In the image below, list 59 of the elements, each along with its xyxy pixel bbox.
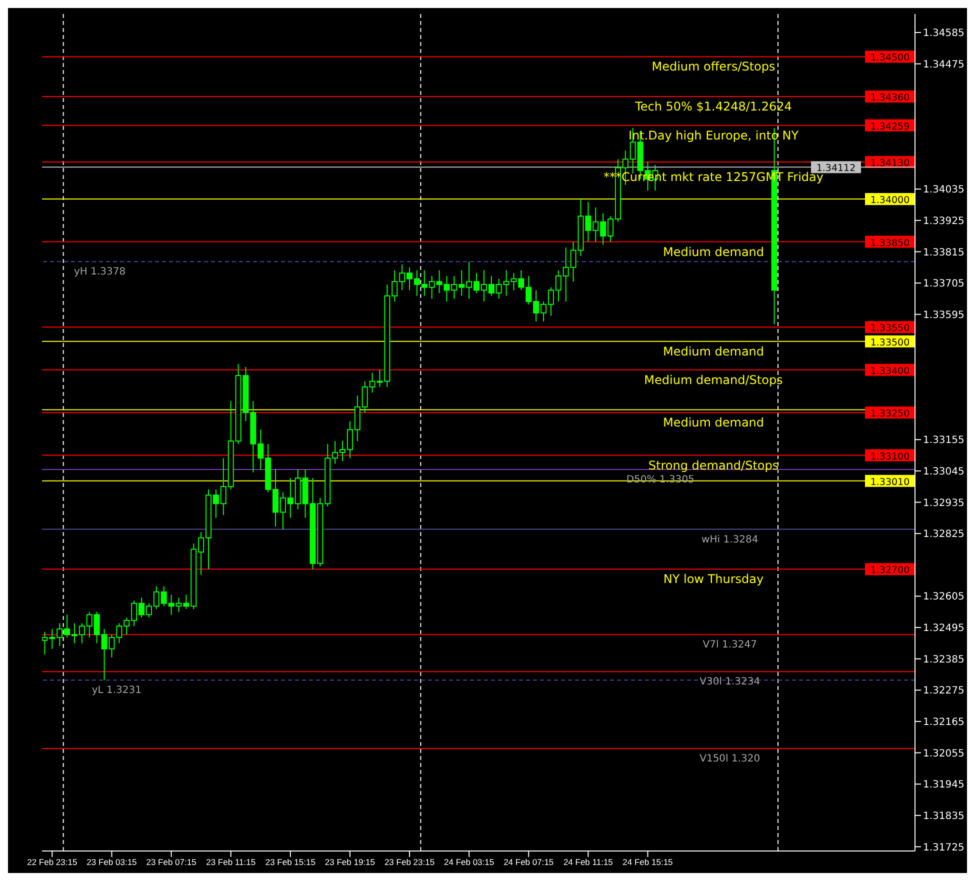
x-tick-label: 23 Feb 23:15	[384, 857, 435, 868]
annotation: NY low Thursday	[663, 572, 764, 586]
ref-line-label: 1.33100	[870, 451, 910, 462]
y-tick-label: 1.31945	[923, 780, 964, 791]
y-tick-label: 1.32935	[923, 498, 964, 509]
y-tick-label: 1.34585	[923, 28, 964, 40]
ref-line-label: 1.32700	[870, 565, 910, 576]
annotation: yL 1.3231	[92, 685, 142, 696]
x-tick-label: 24 Feb 11:15	[563, 857, 614, 868]
ref-line-label: 1.33010	[870, 476, 910, 488]
ref-line-label: 1.34000	[870, 195, 910, 206]
annotation: Medium demand	[662, 416, 764, 430]
y-tick-label: 1.33705	[923, 278, 964, 290]
y-tick-label: 1.33045	[923, 466, 964, 478]
ref-line-label: 1.34360	[870, 92, 910, 104]
annotation: Medium offers/Stops	[652, 60, 776, 74]
x-tick-label: 22 Feb 23:15	[27, 857, 78, 868]
y-tick-label: 1.32605	[923, 592, 964, 603]
annotation: V30l 1.3234	[700, 676, 760, 688]
y-tick-label: 1.32165	[923, 717, 964, 728]
y-tick-label: 1.32385	[923, 654, 964, 666]
ref-line-label: 1.34259	[870, 121, 910, 132]
ref-line-label: 1.33400	[870, 366, 910, 377]
y-tick-label: 1.33595	[923, 310, 964, 321]
annotation: wHi 1.3284	[702, 534, 758, 546]
x-tick-label: 23 Feb 03:15	[86, 857, 138, 868]
annotation: Tech 50% $1.4248/1.2624	[634, 100, 792, 114]
annotation: V7l 1.3247	[702, 640, 757, 651]
x-tick-label: 23 Feb 11:15	[206, 857, 256, 868]
x-tick-label: 23 Feb 15:15	[265, 857, 316, 868]
y-tick-label: 1.32055	[923, 748, 964, 760]
annotation: Medium demand	[662, 244, 764, 259]
annotation: Medium demand	[662, 344, 764, 358]
y-tick-label: 1.34035	[923, 184, 964, 196]
ref-line-label: 1.33550	[870, 323, 910, 334]
y-tick-label: 1.32825	[923, 529, 964, 540]
annotation: Medium demand/Stops	[644, 372, 783, 387]
annotation: yH 1.3378	[74, 266, 126, 278]
x-tick-label: 24 Feb 03:15	[444, 857, 494, 868]
y-tick-label: 1.33155	[923, 435, 964, 446]
y-tick-label: 1.33815	[923, 247, 964, 258]
y-tick-label: 1.32275	[923, 686, 964, 697]
ref-line-label: 1.33250	[870, 408, 910, 420]
x-tick-label: 23 Feb 07:15	[146, 857, 197, 868]
ref-line-label: 1.33500	[870, 337, 910, 348]
y-tick-label: 1.33925	[923, 216, 964, 227]
x-tick-label: 23 Feb 19:15	[324, 857, 376, 868]
y-tick-label: 1.31835	[923, 810, 964, 822]
x-tick-label: 24 Feb 07:15	[504, 857, 554, 868]
y-tick-label: 1.32495	[923, 623, 964, 634]
annotation: V150l 1.320	[700, 754, 760, 765]
x-tick-label: 24 Feb 15:15	[622, 857, 674, 868]
annotation: Strong demand/Stops	[648, 458, 779, 472]
ref-line-label: 1.34500	[870, 52, 910, 64]
ref-line-label: 1.34112	[816, 163, 856, 174]
ref-line-label: 1.33850	[870, 238, 910, 249]
ref-line-label: 1.34130	[870, 158, 910, 170]
y-tick-label: 1.34475	[923, 59, 964, 70]
y-tick-label: 1.31725	[923, 842, 964, 854]
